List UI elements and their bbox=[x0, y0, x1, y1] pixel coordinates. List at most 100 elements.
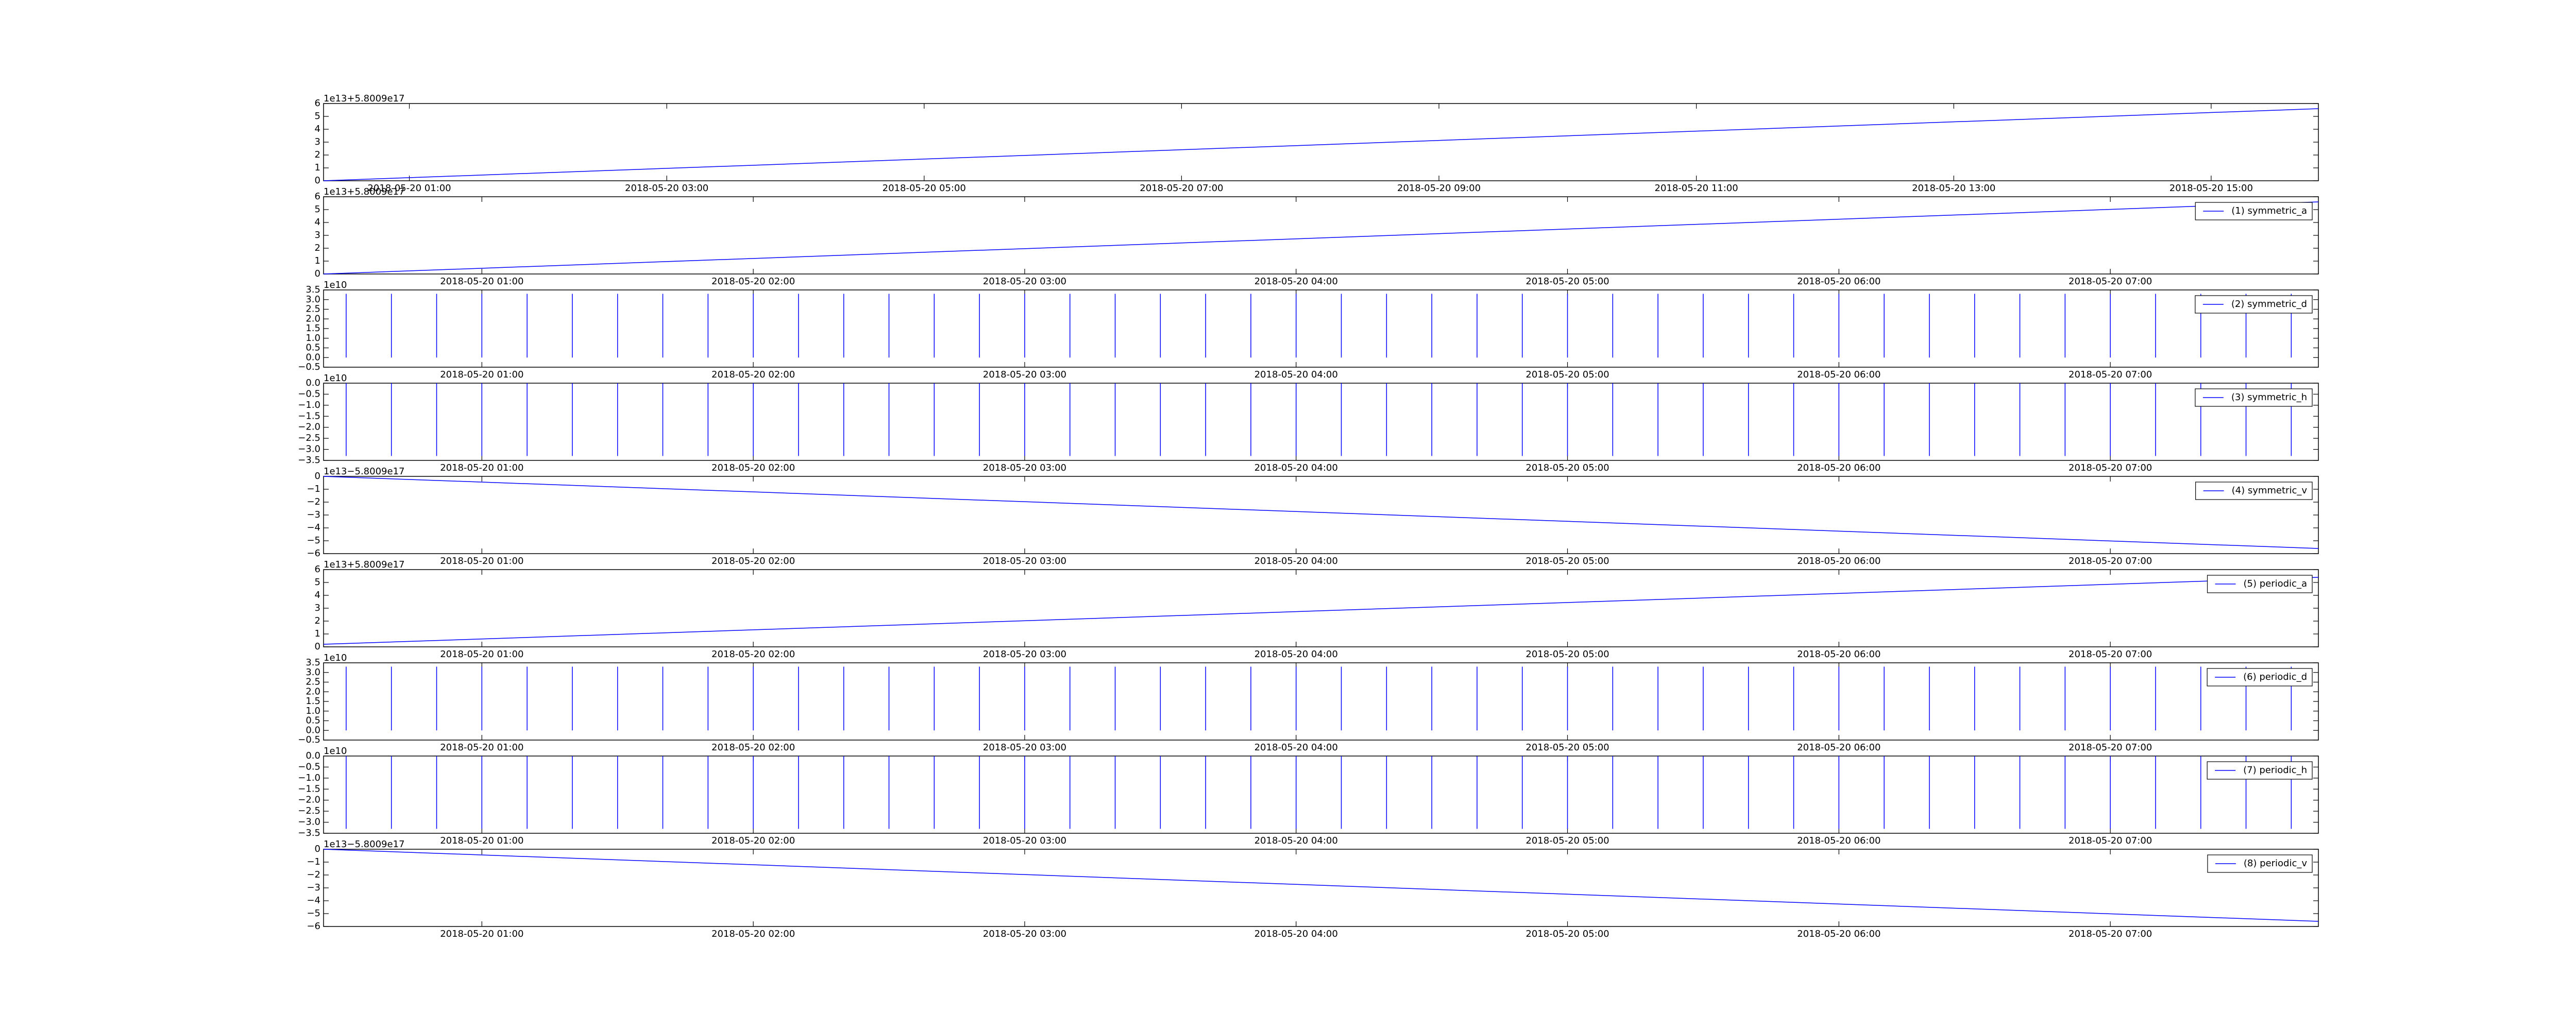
y-tick-label: 2.0 bbox=[306, 313, 320, 324]
y-tick-label: −4 bbox=[307, 522, 320, 533]
x-tick-label: 2018-05-20 07:00 bbox=[2069, 835, 2152, 846]
y-tick-label: 0 bbox=[315, 175, 320, 186]
x-tick-label: 2018-05-20 03:00 bbox=[983, 929, 1066, 939]
y-tick-label: −2.5 bbox=[298, 805, 320, 816]
x-tick-label: 2018-05-20 04:00 bbox=[1255, 462, 1338, 473]
panel: 1e13+5.8009e17 0 1 2 3 4 5 6 2018-05-20 01:00 201… bbox=[315, 559, 2319, 660]
y-tick-label: 1.0 bbox=[306, 333, 320, 344]
y-tick-label: −2.0 bbox=[298, 422, 320, 433]
x-tick-label: 2018-05-20 13:00 bbox=[1912, 183, 1995, 194]
x-tick-label: 2018-05-20 05:00 bbox=[1526, 835, 1609, 846]
x-tick-label: 2018-05-20 06:00 bbox=[1797, 929, 1880, 939]
offset-text: 1e10 bbox=[324, 373, 347, 384]
offset-text: 1e10 bbox=[324, 653, 347, 663]
y-tick-label: 5 bbox=[315, 111, 320, 122]
panel: 1e13+5.8009e17 0 1 2 3 4 5 6 2018-05-20 01:00 201… bbox=[315, 186, 2319, 287]
x-tick-label: 2018-05-20 02:00 bbox=[711, 742, 795, 753]
y-tick-label: 3.0 bbox=[306, 294, 320, 305]
y-tick-label: 1 bbox=[315, 255, 320, 266]
legend-label: (1) symmetric_a bbox=[2231, 205, 2307, 216]
legend: (1) symmetric_a bbox=[2195, 202, 2313, 220]
y-tick-label: −1 bbox=[307, 856, 320, 867]
y-tick-label: −2.0 bbox=[298, 795, 320, 805]
x-tick-label: 2018-05-20 03:00 bbox=[983, 369, 1066, 380]
plot-frame bbox=[323, 849, 2319, 927]
y-tick-label: 1.5 bbox=[306, 696, 320, 707]
x-tick-label: 2018-05-20 07:00 bbox=[2069, 929, 2152, 939]
y-tick-label: −3.5 bbox=[298, 828, 320, 838]
x-tick-label: 2018-05-20 04:00 bbox=[1255, 276, 1338, 287]
y-tick-label: 0 bbox=[315, 268, 320, 279]
y-tick-label: 3.5 bbox=[306, 284, 320, 295]
y-tick-label: −0.5 bbox=[298, 388, 320, 399]
x-tick-label: 2018-05-20 15:00 bbox=[2170, 183, 2253, 194]
y-tick-label: −0.5 bbox=[298, 362, 320, 372]
x-tick-label: 2018-05-20 07:00 bbox=[2069, 649, 2152, 660]
legend: (2) symmetric_d bbox=[2195, 295, 2313, 314]
x-tick-label: 2018-05-20 01:00 bbox=[440, 835, 523, 846]
x-tick-label: 2018-05-20 02:00 bbox=[711, 462, 795, 473]
y-tick-label: 1.5 bbox=[306, 323, 320, 334]
x-tick-label: 2018-05-20 01:00 bbox=[440, 462, 523, 473]
panel: 1e10 −3.5−3.0−2.5−2.0−1.5−1.0−0.50.0 2018-… bbox=[298, 373, 2319, 473]
y-tick-label: −1.5 bbox=[298, 410, 320, 421]
y-tick-label: −5 bbox=[307, 908, 320, 919]
offset-text: 1e10 bbox=[324, 746, 347, 757]
offset-text: 1e13+5.8009e17 bbox=[324, 186, 404, 197]
x-tick-label: 2018-05-20 03:00 bbox=[625, 183, 708, 194]
y-tick-label: 1 bbox=[315, 162, 320, 173]
legend: (4) symmetric_v bbox=[2195, 482, 2313, 500]
x-tick-label: 2018-05-20 01:00 bbox=[440, 369, 523, 380]
y-tick-label: 6 bbox=[315, 98, 320, 109]
x-tick-label: 2018-05-20 05:00 bbox=[1526, 462, 1609, 473]
x-tick-label: 2018-05-20 04:00 bbox=[1255, 649, 1338, 660]
y-tick-label: −6 bbox=[307, 548, 320, 559]
x-tick-label: 2018-05-20 03:00 bbox=[983, 556, 1066, 566]
y-tick-label: −4 bbox=[307, 895, 320, 906]
legend: (8) periodic_v bbox=[2207, 854, 2313, 873]
x-tick-label: 2018-05-20 07:00 bbox=[2069, 462, 2152, 473]
x-tick-label: 2018-05-20 03:00 bbox=[983, 462, 1066, 473]
panel: 1e10 −0.50.00.51.01.52.02.53.03.5 2018-05-… bbox=[298, 653, 2319, 753]
y-tick-label: −3 bbox=[307, 882, 320, 893]
offset-text: 1e10 bbox=[324, 280, 347, 290]
legend-label: (2) symmetric_d bbox=[2231, 299, 2307, 310]
x-tick-label: 2018-05-20 07:00 bbox=[2069, 276, 2152, 287]
x-tick-label: 2018-05-20 04:00 bbox=[1255, 929, 1338, 939]
y-tick-label: −1.0 bbox=[298, 772, 320, 783]
series-line bbox=[323, 577, 2319, 645]
y-tick-label: −2.5 bbox=[298, 433, 320, 443]
offset-text: 1e13+5.8009e17 bbox=[324, 93, 404, 104]
y-tick-label: 0.0 bbox=[306, 725, 320, 735]
y-tick-label: 1 bbox=[315, 628, 320, 639]
plot-frame bbox=[323, 383, 2319, 461]
x-tick-label: 2018-05-20 01:00 bbox=[440, 649, 523, 660]
panel: 1e10 −0.50.00.51.01.52.02.53.03.5 2018-05-… bbox=[298, 280, 2319, 380]
x-tick-label: 2018-05-20 03:00 bbox=[983, 835, 1066, 846]
x-tick-label: 2018-05-20 07:00 bbox=[2069, 742, 2152, 753]
y-tick-label: 2 bbox=[315, 615, 320, 626]
y-tick-label: −0.5 bbox=[298, 734, 320, 745]
x-tick-label: 2018-05-20 06:00 bbox=[1797, 835, 1880, 846]
x-tick-label: 2018-05-20 02:00 bbox=[711, 556, 795, 566]
y-tick-label: −5 bbox=[307, 535, 320, 546]
x-tick-label: 2018-05-20 03:00 bbox=[983, 276, 1066, 287]
y-tick-label: 6 bbox=[315, 191, 320, 202]
x-tick-label: 2018-05-20 01:00 bbox=[440, 929, 523, 939]
legend-label: (4) symmetric_v bbox=[2232, 485, 2308, 496]
legend: (6) periodic_d bbox=[2207, 668, 2313, 686]
x-tick-label: 2018-05-20 11:00 bbox=[1655, 183, 1738, 194]
y-tick-label: −2 bbox=[307, 869, 320, 880]
panel: 1e13−5.8009e17 −6 −5 −4 −3 −2 −1 0 2018-05-20 01… bbox=[307, 839, 2319, 939]
plot-frame bbox=[323, 476, 2319, 554]
x-tick-label: 2018-05-20 01:00 bbox=[440, 742, 523, 753]
y-tick-label: 2.5 bbox=[306, 677, 320, 688]
offset-text: 1e13−5.8009e17 bbox=[324, 839, 404, 850]
y-tick-label: 2 bbox=[315, 149, 320, 160]
x-tick-label: 2018-05-20 04:00 bbox=[1255, 742, 1338, 753]
y-tick-label: −3 bbox=[307, 509, 320, 520]
x-tick-label: 2018-05-20 03:00 bbox=[983, 742, 1066, 753]
y-tick-label: −1 bbox=[307, 484, 320, 494]
series-line bbox=[323, 476, 2319, 549]
